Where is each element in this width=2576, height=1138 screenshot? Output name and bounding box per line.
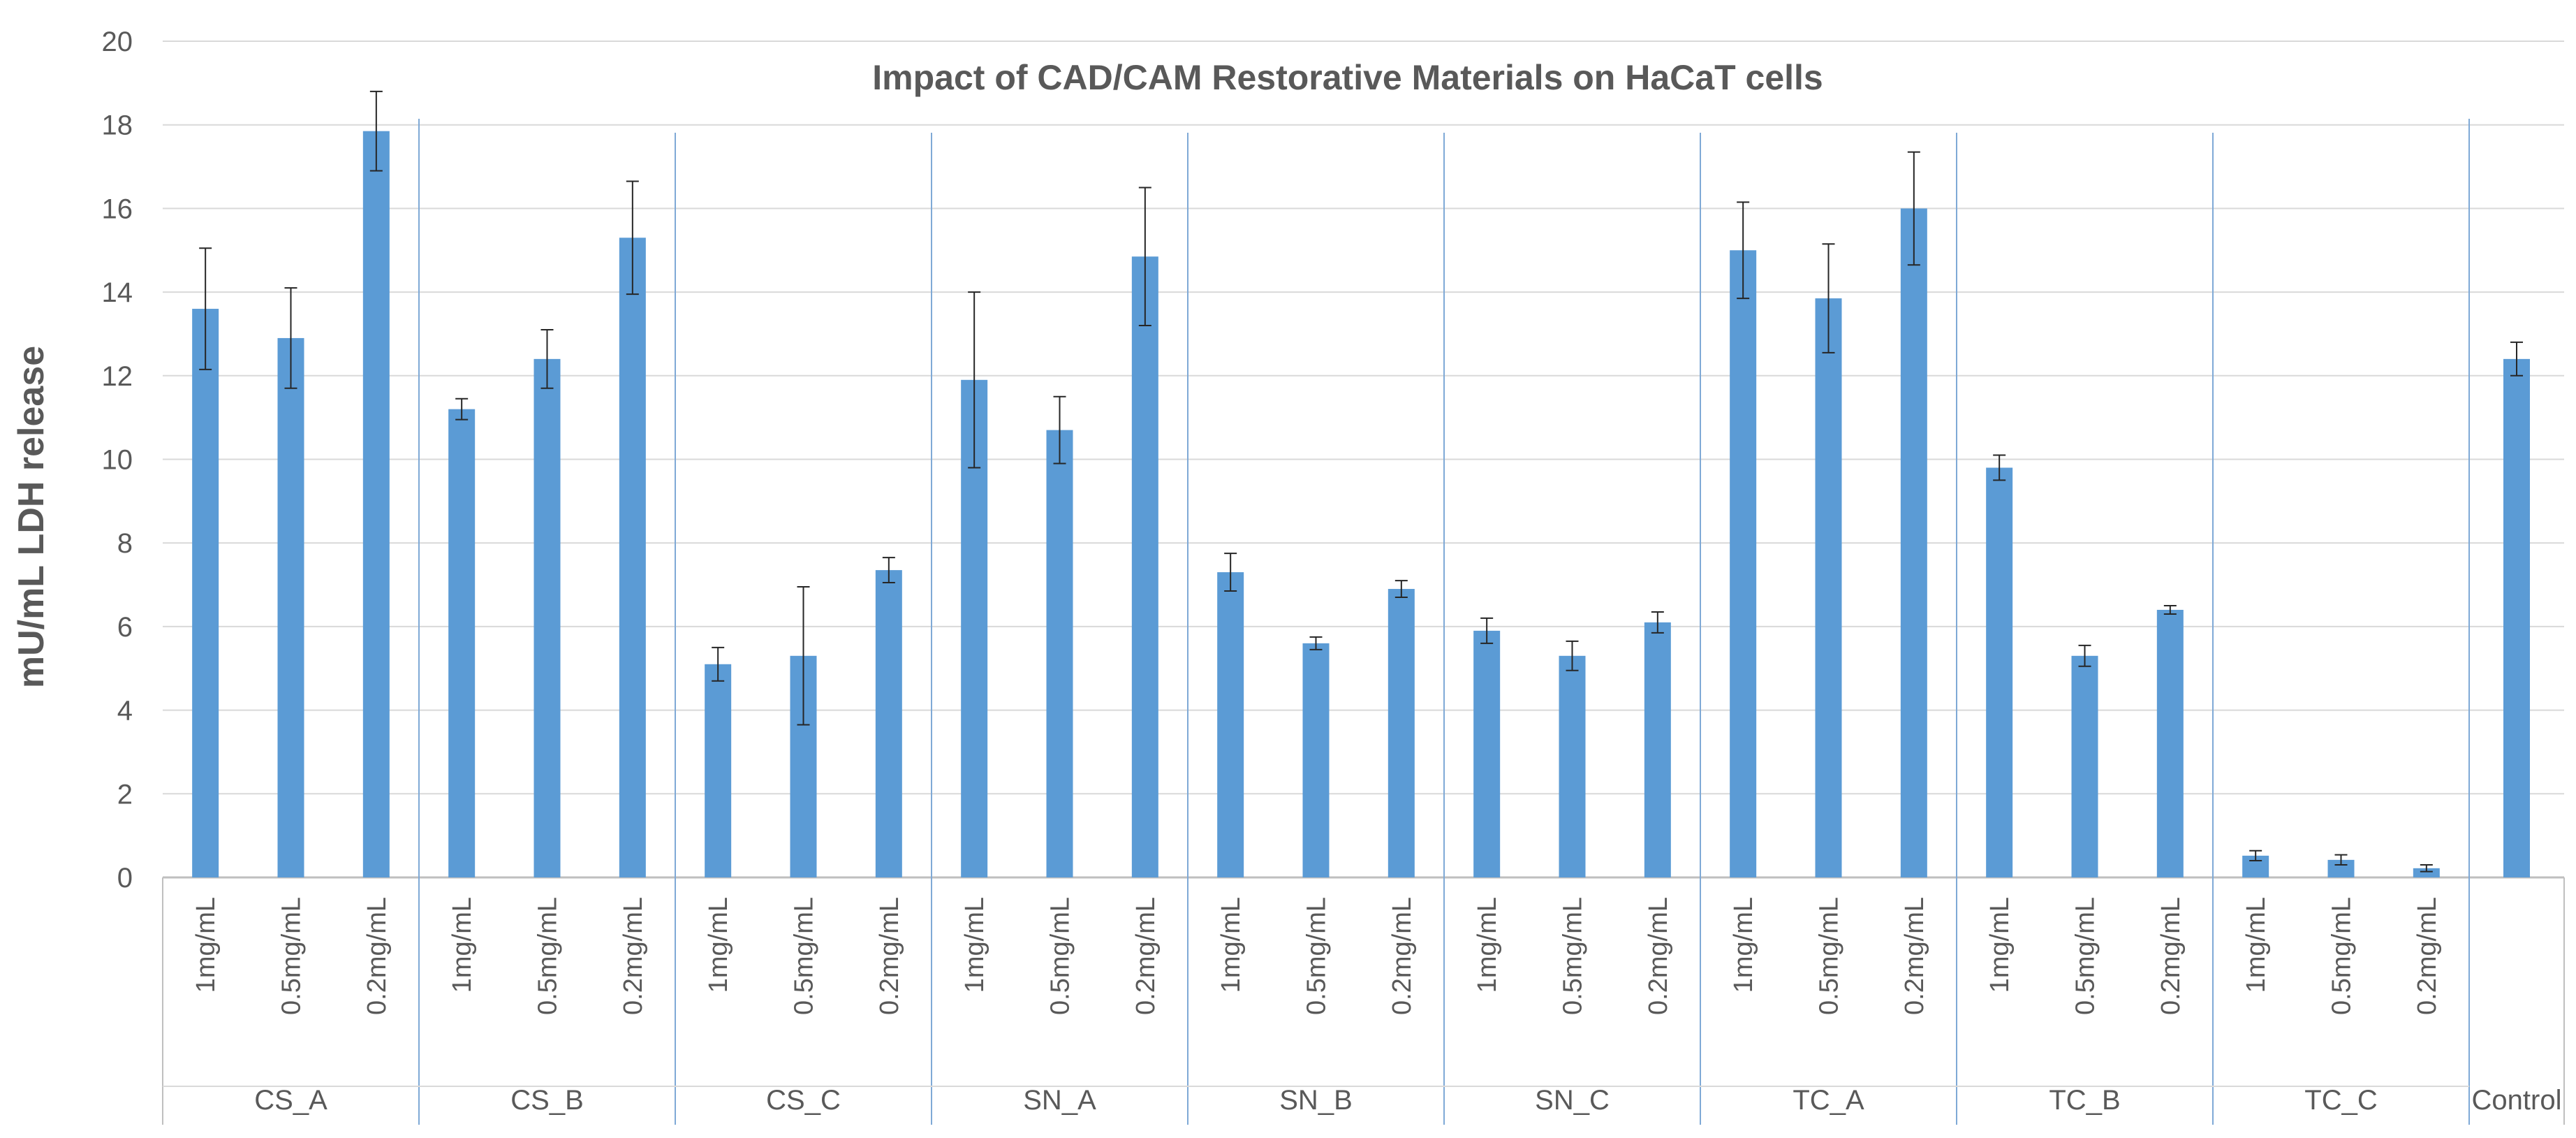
bar-cs-a-1: [192, 309, 219, 877]
x-category-label: 0.5mg/mL: [277, 897, 307, 1015]
x-group-label-tc-c: TC_C: [2304, 1085, 2377, 1116]
x-group-label-tc-b: TC_B: [2049, 1085, 2120, 1116]
y-tick-label: 6: [117, 612, 133, 643]
bar-control-1: [2503, 358, 2530, 877]
x-group-label-cs-b: CS_B: [510, 1085, 584, 1116]
y-tick-label: 20: [102, 27, 133, 57]
x-category-label: 1mg/mL: [1985, 897, 2015, 993]
x-category-label: 0.5mg/mL: [1559, 897, 1588, 1015]
bar-tc-b-3: [2156, 609, 2184, 877]
bar-sn-a-3: [1131, 256, 1158, 877]
x-category-label: 0.5mg/mL: [2071, 897, 2100, 1015]
x-category-label: 1mg/mL: [1473, 897, 1502, 993]
x-category-label: 1mg/mL: [1216, 897, 1246, 993]
x-axis-labels: 1mg/mL 0.5mg/mL 0.2mg/mL CS_A 1mg/mL 0.5mg/mL…: [191, 897, 2561, 1116]
bar-tc-b-2: [2071, 655, 2098, 877]
x-group-label-cs-c: CS_C: [766, 1085, 841, 1116]
bar-cs-b-1: [448, 409, 476, 877]
x-group-label-sn-a: SN_A: [1023, 1085, 1096, 1116]
x-group-label-sn-c: SN_C: [1535, 1085, 1610, 1116]
x-category-label: 0.5mg/mL: [2327, 897, 2357, 1015]
x-category-label: 1mg/mL: [1729, 897, 1758, 993]
y-tick-label: 0: [117, 863, 133, 893]
y-tick-label: 12: [102, 361, 133, 392]
x-category-label: 0.2mg/mL: [1131, 897, 1161, 1015]
bar-tc-b-1: [1986, 467, 2013, 877]
group-separators: [162, 119, 2565, 1125]
x-category-label: 0.5mg/mL: [533, 897, 563, 1015]
y-tick-label: 2: [117, 779, 133, 810]
y-axis-title: mU/mL LDH release: [11, 346, 52, 688]
chart-title: Impact of CAD/CAM Restorative Materials …: [872, 58, 1823, 97]
x-category-label: 0.2mg/mL: [1644, 897, 1673, 1015]
x-category-label: 0.2mg/mL: [619, 897, 648, 1015]
bar-sn-b-2: [1302, 643, 1330, 877]
x-group-label-cs-a: CS_A: [254, 1085, 327, 1116]
x-category-label: 0.5mg/mL: [1302, 897, 1332, 1015]
x-category-label: 0.2mg/mL: [2413, 897, 2442, 1015]
x-category-label: 0.2mg/mL: [362, 897, 392, 1015]
bar-cs-b-3: [619, 238, 646, 877]
x-category-label: 1mg/mL: [960, 897, 989, 993]
y-tick-label: 4: [117, 696, 133, 727]
y-tick-label: 14: [102, 277, 133, 308]
bar-tc-a-3: [1900, 208, 1927, 877]
bar-tc-c-3: [2413, 868, 2440, 877]
x-category-label: 0.5mg/mL: [1046, 897, 1075, 1015]
bar-tc-a-1: [1730, 250, 1757, 877]
x-category-label: 1mg/mL: [191, 897, 221, 993]
bars: [192, 131, 2530, 878]
x-category-label: 0.2mg/mL: [2156, 897, 2186, 1015]
bar-cs-a-2: [277, 337, 304, 877]
x-category-label: 1mg/mL: [704, 897, 733, 993]
x-group-label-sn-b: SN_B: [1279, 1085, 1353, 1116]
bar-sn-b-3: [1388, 589, 1415, 877]
x-category-label: 0.2mg/mL: [875, 897, 904, 1015]
x-category-label: 0.5mg/mL: [1815, 897, 1844, 1015]
x-category-label: 1mg/mL: [448, 897, 477, 993]
gridlines: [163, 41, 2564, 879]
x-category-label: 0.2mg/mL: [1388, 897, 1417, 1015]
y-tick-label: 16: [102, 194, 133, 224]
y-tick-label: 8: [117, 528, 133, 559]
bar-cs-c-1: [705, 664, 732, 877]
x-category-label: 0.5mg/mL: [790, 897, 819, 1015]
x-category-label: 0.2mg/mL: [1900, 897, 1929, 1015]
x-group-label-tc-a: TC_A: [1793, 1085, 1864, 1116]
bar-sn-a-2: [1046, 430, 1073, 877]
bar-sn-c-2: [1559, 655, 1586, 877]
bar-cs-b-2: [533, 358, 561, 877]
bar-sn-c-1: [1473, 630, 1501, 877]
bar-cs-c-3: [875, 570, 902, 877]
bar-tc-a-2: [1815, 298, 1842, 877]
y-axis-ticks: 0 2 4 6 8 10 12 14 16 18 20: [102, 27, 133, 893]
y-tick-label: 10: [102, 445, 133, 476]
bar-cs-a-3: [362, 131, 390, 878]
x-group-label-control: Control: [2472, 1085, 2562, 1116]
y-tick-label: 18: [102, 110, 133, 141]
bar-sn-b-1: [1217, 572, 1244, 877]
x-category-label: 1mg/mL: [2242, 897, 2271, 993]
bar-sn-c-3: [1644, 622, 1671, 877]
error-bars: [199, 90, 2523, 873]
